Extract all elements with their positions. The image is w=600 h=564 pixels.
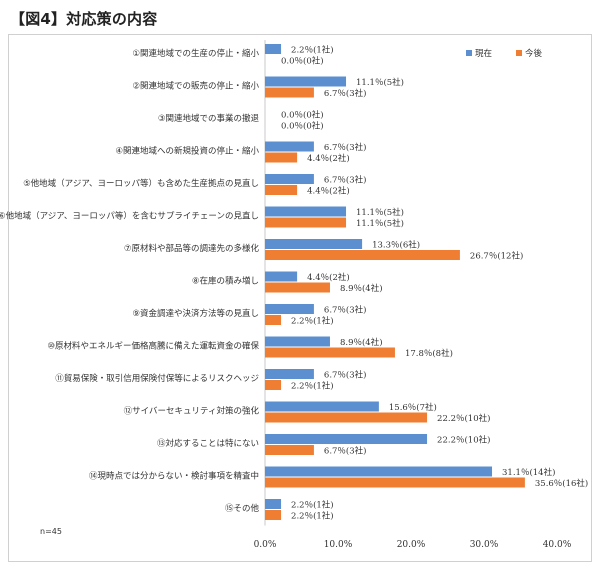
x-tick-label: 10.0% [324, 540, 353, 550]
bar-future [265, 217, 347, 228]
bar-future [265, 185, 298, 195]
data-label-future: 0.0％(0社) [281, 121, 324, 132]
bar-future [265, 380, 282, 390]
bar-future [265, 152, 298, 163]
legend-label-future: 今後 [525, 48, 543, 59]
category-label: ④関連地域への新規投資の停止・縮小 [115, 146, 259, 157]
data-label-current: 11.1％(5社) [356, 77, 404, 88]
data-label-current: 4.4％(2社) [307, 272, 350, 283]
category-label: ⑬対応することは特にない [157, 438, 259, 449]
category-label: ⑥他地域（アジア、ヨーロッパ等）を含むサプライチェーンの見直し [0, 211, 259, 222]
data-label-future: 2.2％(1社) [291, 511, 334, 522]
bar-current [265, 336, 330, 347]
category-label: ⑦原材料や部品等の調達先の多様化 [124, 243, 260, 254]
data-label-future: 6.7％(3社) [324, 446, 367, 457]
category-label: ⑩原材料やエネルギー価格高騰に備えた運転資金の確保 [47, 341, 259, 352]
bar-future [265, 87, 314, 98]
x-tick-label: 40.0% [543, 540, 572, 550]
data-label-current: 6.7％(3社) [324, 370, 367, 381]
data-label-future: 2.2％(1社) [291, 381, 334, 392]
bar-future [265, 477, 525, 488]
legend-swatch-current [466, 50, 472, 56]
data-label-current: 13.3％(6社) [372, 240, 420, 251]
bar-current [265, 499, 282, 509]
bar-current [265, 174, 314, 184]
data-label-future: 8.9％(4社) [340, 283, 383, 294]
chart-frame [8, 34, 592, 562]
x-tick-label: 20.0% [397, 540, 426, 550]
bar-future [265, 445, 314, 455]
bar-future [265, 510, 282, 520]
category-label: ③関連地域での事業の撤退 [158, 113, 260, 124]
chart-title: 【図4】対応策の内容 [10, 10, 158, 28]
legend-swatch-future [516, 50, 522, 56]
data-label-future: 2.2％(1社) [291, 316, 334, 327]
data-label-future: 26.7％(12社) [470, 251, 523, 262]
data-label-current: 8.9％(4社) [340, 337, 383, 348]
category-label: ⑤他地域（アジア、ヨーロッパ等）も含めた生産拠点の見直し [23, 178, 259, 189]
category-label: ⑮その他 [225, 503, 260, 514]
bar-current [265, 206, 347, 217]
data-label-future: 11.1％(5社) [356, 218, 404, 229]
data-label-future: 4.4％(2社) [307, 186, 350, 197]
data-label-future: 4.4％(2社) [307, 153, 350, 164]
data-label-future: 22.2％(10社) [437, 413, 490, 424]
bar-current [265, 369, 314, 379]
category-label: ⑫サイバーセキュリティ対策の強化 [124, 406, 260, 417]
bar-current [265, 271, 298, 282]
data-label-current: 31.1％(14社) [502, 467, 555, 478]
category-label: ⑨資金調達や決済方法等の見直し [132, 308, 259, 319]
data-label-current: 2.2％(1社) [291, 45, 334, 56]
data-label-current: 6.7％(3社) [324, 175, 367, 186]
bar-future [265, 250, 460, 260]
category-label: ⑭現時点では分からない・検討事項を精査中 [89, 471, 259, 482]
category-label: ⑪貿易保険・取引信用保険付保等によるリスクヘッジ [55, 373, 259, 384]
x-tick-label: 30.0% [470, 540, 499, 550]
data-label-future: 6.7％(3社) [324, 88, 367, 99]
bar-current [265, 76, 347, 87]
data-label-future: 35.6％(16社) [535, 478, 588, 489]
bar-future [265, 315, 282, 325]
data-label-current: 15.6％(7社) [389, 402, 437, 413]
data-label-current: 11.1％(5社) [356, 207, 404, 218]
data-label-future: 17.8％(8社) [405, 348, 453, 359]
bar-future [265, 412, 428, 423]
data-label-current: 0.0％(0社) [281, 110, 324, 121]
legend-label-current: 現在 [475, 48, 492, 59]
bar-current [265, 466, 493, 477]
bar-current [265, 239, 363, 249]
sample-size-note: n=45 [40, 527, 62, 536]
category-label: ①関連地域での生産の停止・縮小 [132, 48, 259, 59]
bar-current [265, 434, 428, 444]
bar-current [265, 304, 314, 314]
category-label: ⑧在庫の積み増し [192, 276, 259, 287]
bar-future [265, 282, 330, 293]
data-label-current: 6.7％(3社) [324, 305, 367, 316]
bar-current [265, 401, 379, 412]
category-label: ②関連地域での販売の停止・縮小 [132, 81, 259, 92]
data-label-current: 6.7％(3社) [324, 142, 367, 153]
data-label-current: 22.2％(10社) [437, 435, 490, 446]
data-label-current: 2.2％(1社) [291, 500, 334, 511]
data-label-future: 0.0％(0社) [281, 56, 324, 67]
bar-current [265, 141, 314, 152]
bar-current [265, 44, 282, 54]
bar-future [265, 347, 395, 358]
x-tick-label: 0.0% [254, 540, 277, 550]
